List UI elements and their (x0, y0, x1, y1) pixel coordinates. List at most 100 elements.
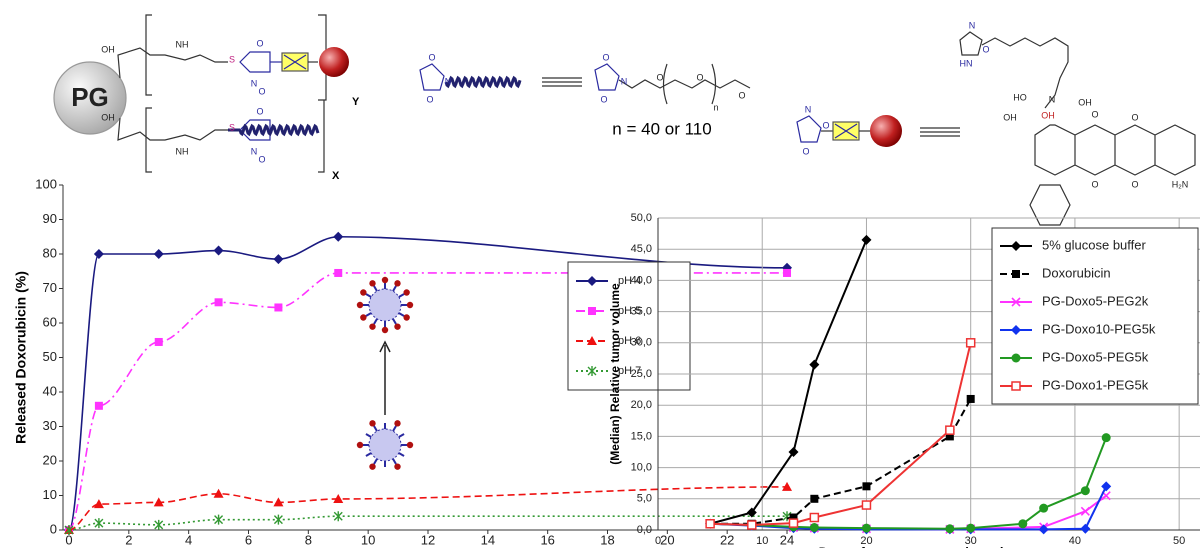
marker (334, 268, 343, 277)
doxo-sphere (319, 47, 349, 77)
legend-marker (587, 336, 597, 345)
atom-label: OH (101, 44, 115, 54)
marker (747, 520, 757, 530)
atom-label: O (1091, 109, 1098, 119)
atom-label: N (805, 104, 812, 114)
y-tick-label: 5,0 (637, 493, 652, 505)
marker (789, 513, 798, 522)
arrow (379, 340, 391, 415)
marker (1038, 524, 1049, 535)
arm (398, 452, 405, 457)
marker (746, 507, 757, 518)
atom-label: O (258, 154, 265, 164)
y-tick-label: 30 (43, 418, 57, 433)
atom-label: O (696, 72, 703, 82)
series-line (68, 272, 788, 531)
marker (64, 525, 74, 535)
atom-label: O (600, 94, 607, 104)
atom-label: O (1131, 112, 1138, 122)
marker (94, 401, 103, 410)
legend-label: PG-Doxo10-PEG5k (1042, 321, 1156, 336)
drug (406, 441, 414, 449)
legend-box (991, 227, 1199, 405)
marker (153, 497, 164, 507)
y-tick-label: 30,0 (631, 337, 652, 349)
linker (117, 47, 228, 141)
y-tick-label: 40 (43, 383, 57, 398)
y-tick-label: 40,0 (631, 274, 652, 286)
cleavable-mark (283, 54, 307, 70)
series-line (710, 437, 1108, 530)
brackets (145, 14, 327, 173)
marker (782, 481, 793, 491)
atom-label: O (822, 120, 829, 130)
y-tick-label: 70 (43, 280, 57, 295)
x-tick-label: 0 (655, 535, 661, 547)
marker (705, 519, 715, 529)
drug (369, 463, 376, 470)
atom-label: O (1131, 179, 1138, 189)
micelle (368, 428, 402, 462)
marker (93, 249, 104, 259)
x-tick-label: 0 (65, 532, 72, 547)
arm (373, 285, 378, 292)
y-tick-label: 25,0 (631, 368, 652, 380)
y-tick-label: 50 (43, 349, 57, 364)
marker (966, 523, 976, 533)
drug (403, 289, 410, 296)
drug (360, 289, 367, 296)
marker (1101, 481, 1112, 492)
arm (392, 425, 397, 432)
x-tick-label: 20 (860, 535, 872, 547)
doxo-sphere (870, 115, 902, 147)
marker (788, 447, 799, 457)
marker (810, 494, 819, 503)
marker (274, 303, 283, 312)
legend-label: Doxorubicin (1042, 265, 1111, 280)
atom-label: NH (176, 146, 189, 156)
marker (861, 523, 871, 533)
equivalent (920, 127, 960, 137)
y-tick-label: 80 (43, 245, 57, 260)
y-axis-title: (Median) Relative tumor volume (608, 283, 622, 465)
pg-label: PG (71, 82, 109, 112)
arm (365, 312, 372, 317)
drug (369, 323, 376, 330)
drug (369, 420, 376, 427)
marker (1101, 433, 1111, 443)
atom-label: O (802, 146, 809, 156)
atom-label: N (621, 76, 628, 86)
peg-length-note: n = 40 or 110 (612, 119, 711, 138)
legend-marker (587, 276, 597, 286)
arm (365, 433, 372, 438)
marker (93, 499, 104, 509)
atom-label: O (428, 52, 435, 62)
atom-label: O (982, 44, 989, 54)
atom-label: HN (960, 58, 973, 68)
line-chart: 0,0 5,0 10,0 15,0 20,0 25,0 30,0 35,0 40,0 45,0 50… (608, 212, 1200, 548)
peg-backbone (618, 79, 751, 89)
y-tick-label: 35,0 (631, 306, 652, 318)
series-line (68, 515, 788, 531)
atom-label: HO (1013, 92, 1027, 102)
legend-label: PG-Doxo5-PEG5k (1042, 349, 1149, 364)
marker (214, 298, 223, 307)
x-subscript: X (332, 170, 340, 182)
marker (213, 245, 224, 256)
drug (356, 301, 364, 309)
maleimide (419, 63, 445, 91)
peg-chain (228, 123, 320, 137)
atom-label: S (229, 122, 235, 132)
x-tick-label: 40 (1069, 535, 1081, 547)
marker (273, 254, 284, 265)
legend-marker (1011, 297, 1021, 307)
x-tick-label: 50 (1173, 535, 1185, 547)
y-tick-label: 10,0 (631, 462, 652, 474)
cleavable-mark (834, 123, 858, 139)
marker (783, 268, 792, 277)
marker (333, 493, 344, 503)
y-subscript: Y (352, 96, 360, 108)
